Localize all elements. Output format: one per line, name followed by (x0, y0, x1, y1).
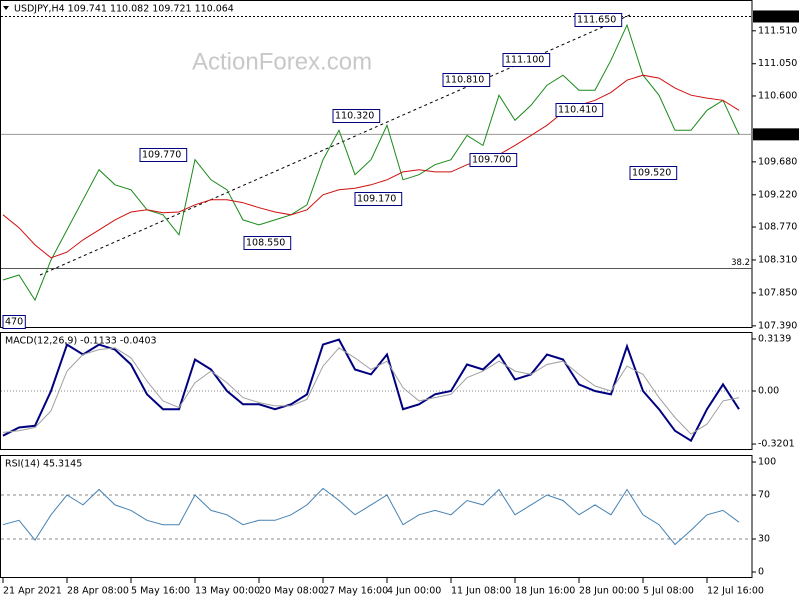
x-tick-label: 5 May 16:00 (131, 586, 190, 597)
pane-frame (0, 455, 753, 578)
annotation-box (442, 73, 491, 87)
level-label-box (753, 10, 799, 23)
annotation-box (502, 53, 551, 67)
annotation-label: 110.320 (335, 111, 374, 122)
annotation-label: 109.770 (142, 150, 181, 161)
annotation-box (629, 166, 678, 180)
x-tick-label: 21 Apr 2021 (3, 586, 62, 597)
x-tick-label: 5 Jul 08:00 (643, 586, 694, 597)
level-label-box (753, 128, 799, 141)
series-line (2, 338, 740, 443)
annotation-box (469, 153, 518, 167)
y-tick-label: 70 (758, 490, 770, 501)
y-tick-label: 109.220 (758, 189, 797, 200)
x-tick-label: 28 Apr 08:00 (67, 586, 129, 597)
title-arrow (3, 6, 9, 10)
x-tick-label: 13 May 00:00 (195, 586, 260, 597)
x-tick-label: 20 May 08:00 (259, 586, 324, 597)
watermark: ActionForex.com (192, 48, 372, 75)
pane-title: USDJPY,H4 109.741 110.082 109.721 110.06… (14, 4, 234, 15)
y-tick-label: 0.00 (758, 386, 779, 397)
annotation-label: 111.650 (577, 15, 616, 26)
annotation-label: 109.170 (357, 194, 396, 205)
level-label: 111.710 (757, 11, 796, 22)
x-tick-label: 28 Jun 00:00 (579, 586, 639, 597)
annotation-box (555, 103, 604, 117)
series-line (2, 74, 740, 259)
level-label: 110.064 (757, 129, 796, 140)
pane-title: RSI(14) 45.3145 (5, 459, 82, 470)
annotation-label: 470 (5, 317, 23, 328)
annotation-box (243, 236, 292, 250)
fib-label: 38.2 (731, 258, 750, 268)
y-tick-label: 110.600 (758, 90, 797, 101)
series-line (2, 487, 740, 546)
y-tick-label: 111.050 (758, 58, 797, 69)
y-tick-label: -0.3201 (758, 439, 795, 450)
y-tick-label: 0 (758, 567, 764, 578)
y-tick-label: 107.390 (758, 320, 797, 331)
y-tick-label: 30 (758, 534, 770, 545)
pane-title: MACD(12,26,9) -0.1133 -0.0403 (5, 336, 157, 347)
annotation-label: 108.550 (246, 238, 285, 249)
y-tick-label: 108.770 (758, 222, 797, 233)
y-tick-label: 111.510 (758, 25, 797, 36)
y-tick-label: 100 (758, 457, 776, 468)
y-tick-label: 109.680 (758, 156, 797, 167)
y-tick-label: 0.3139 (758, 333, 791, 344)
annotation-label: 110.810 (445, 75, 484, 86)
annotation-box (139, 148, 188, 162)
annotation-label: 109.700 (472, 155, 511, 166)
series-line (2, 23, 740, 302)
annotation-box (354, 192, 403, 206)
x-tick-label: 4 Jun 00:00 (387, 586, 441, 597)
x-tick-label: 27 May 16:00 (323, 586, 388, 597)
annotation-box (2, 315, 26, 329)
series-line (2, 347, 740, 435)
x-tick-label: 18 Jun 16:00 (515, 586, 575, 597)
y-tick-label: 108.310 (758, 254, 797, 265)
annotation-label: 110.410 (558, 105, 597, 116)
pane-frame (0, 0, 753, 328)
annotation-label: 109.520 (632, 168, 671, 179)
annotation-box (332, 109, 381, 123)
y-tick-label: 107.850 (758, 287, 797, 298)
x-tick-label: 11 Jun 08:00 (451, 586, 511, 597)
annotation-label: 111.100 (505, 55, 544, 66)
annotation-box (574, 13, 623, 27)
x-tick-label: 12 Jul 16:00 (707, 586, 764, 597)
